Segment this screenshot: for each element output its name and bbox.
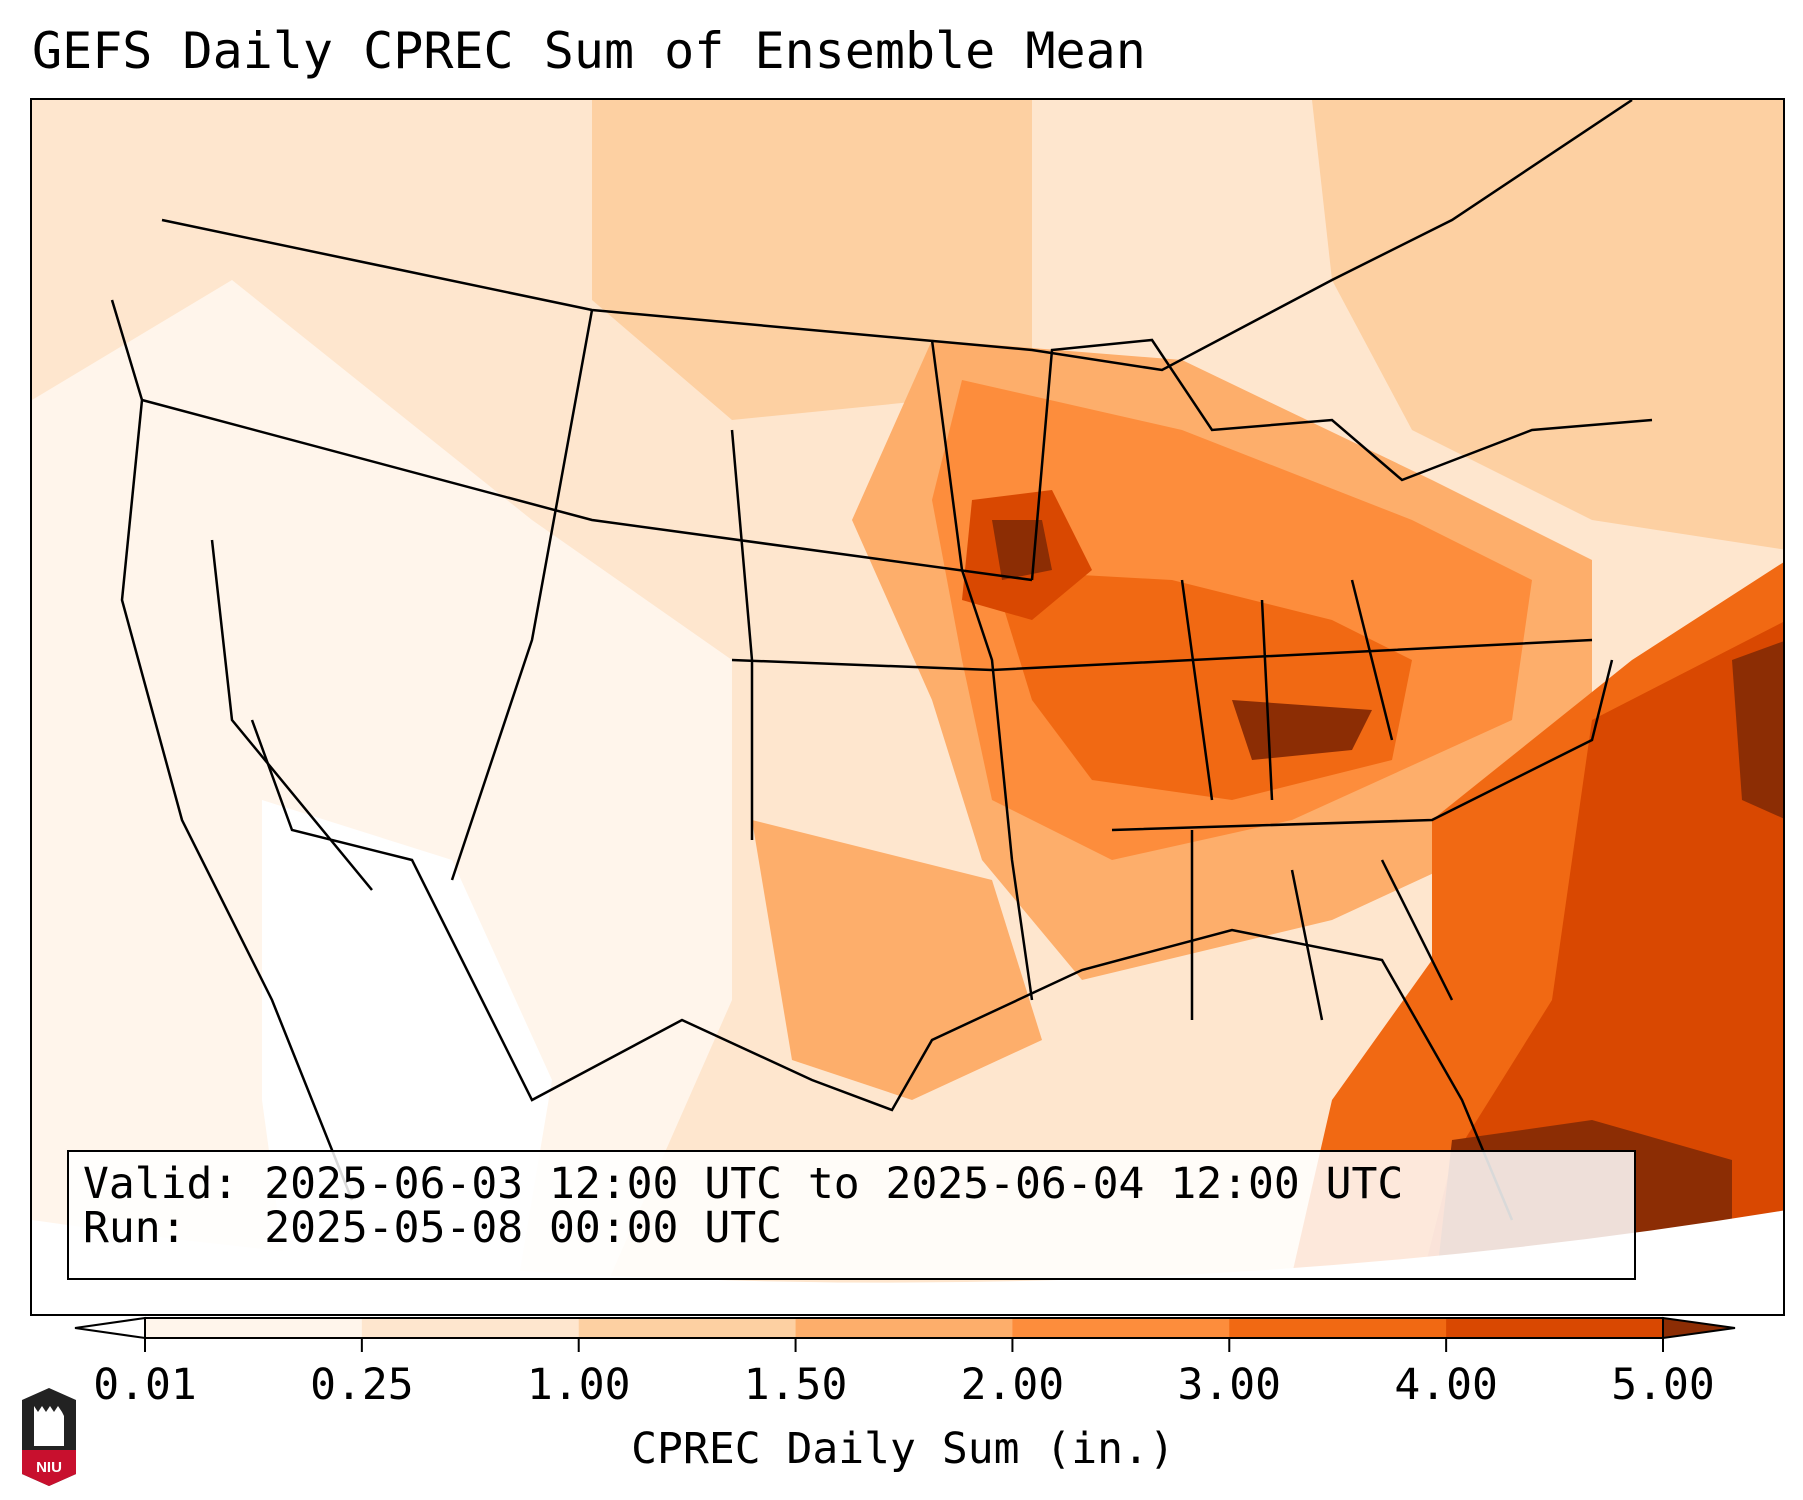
colorbar-bin	[1012, 1318, 1230, 1338]
colorbar-bin	[578, 1318, 797, 1338]
colorbar	[74, 1316, 1736, 1352]
precip-region-northeast	[1312, 100, 1783, 550]
svg-text:NIU: NIU	[36, 1459, 62, 1476]
colorbar-bin	[1229, 1318, 1447, 1338]
colorbar-over-extension	[1662, 1316, 1736, 1340]
colorbar-bin	[361, 1318, 580, 1338]
colorbar-tick-label: 1.50	[743, 1360, 848, 1410]
niu-logo: NIU	[22, 1388, 76, 1486]
precip-max-iowa	[992, 520, 1052, 580]
run-time: 2025-05-08 00:00 UTC	[264, 1203, 782, 1253]
colorbar-tick-label: 0.01	[93, 1360, 197, 1410]
colorbar-tick-label: 4.00	[1394, 1360, 1498, 1410]
colorbar-bin	[145, 1318, 363, 1338]
precip-region-texas	[752, 820, 1042, 1100]
colorbar-bin	[1446, 1318, 1664, 1338]
colorbar-tick-label: 0.25	[310, 1360, 414, 1410]
precip-max-atlantic	[1432, 641, 1783, 1314]
colorbar-bin	[795, 1318, 1013, 1338]
colorbar-under-extension	[74, 1316, 146, 1340]
chart-title: GEFS Daily CPREC Sum of Ensemble Mean	[32, 22, 1146, 80]
info-box: Valid: 2025-06-03 12:00 UTC to 2025-06-0…	[67, 1150, 1636, 1280]
valid-range: 2025-06-03 12:00 UTC to 2025-06-04 12:00…	[264, 1159, 1404, 1209]
precip-map	[32, 100, 1783, 1314]
state-borders	[110, 100, 1653, 1221]
colorbar-tick-label: 3.00	[1177, 1360, 1282, 1410]
run-label: Run:	[83, 1203, 187, 1253]
colorbar-tick-label: 1.00	[526, 1360, 631, 1410]
colorbar-label: CPREC Daily Sum (in.)	[631, 1424, 1175, 1474]
colorbar-tick-label: 2.00	[960, 1360, 1065, 1410]
map-panel	[30, 98, 1785, 1316]
colorbar-tick-label: 5.00	[1611, 1360, 1715, 1410]
projection-edge	[32, 1210, 1783, 1314]
valid-label: Valid:	[83, 1159, 239, 1209]
precip-region-light-west	[32, 280, 732, 1314]
